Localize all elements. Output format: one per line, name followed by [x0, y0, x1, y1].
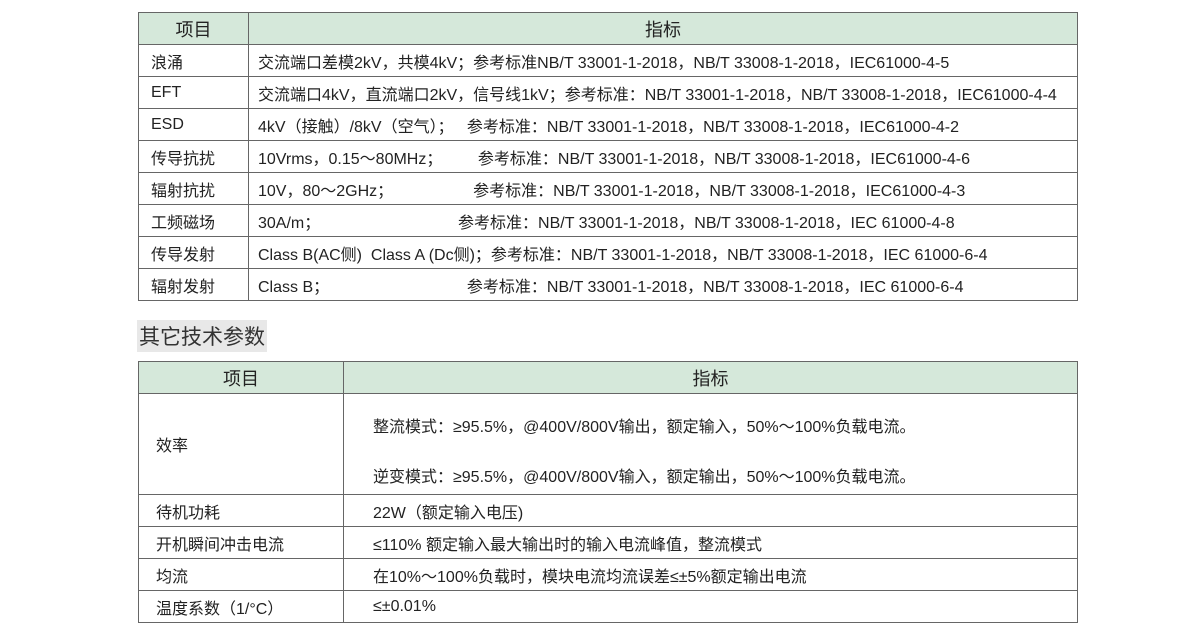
table-row: 传导发射 Class B(AC侧) Class A (Dc侧)；参考标准：NB/T…: [138, 236, 1078, 269]
row-label: EFT: [138, 76, 249, 109]
row-value: 交流端口差模2kV，共模4kV；参考标准NB/T 33001-1-2018，NB…: [248, 44, 1078, 77]
table-row: EFT 交流端口4kV，直流端口2kV，信号线1kV；参考标准：NB/T 3300…: [138, 76, 1078, 109]
header-spec: 指标: [248, 12, 1078, 45]
row-value: Class B； 参考标准：NB/T 33001-1-2018，NB/T 330…: [248, 268, 1078, 301]
row-value: 10V，80～2GHz； 参考标准：NB/T 33001-1-2018，NB/T…: [248, 172, 1078, 205]
section-title: 其它技术参数: [137, 320, 267, 352]
row-value: 10Vrms，0.15～80MHz； 参考标准：NB/T 33001-1-201…: [248, 140, 1078, 173]
row-label: 温度系数（1/°C）: [138, 590, 344, 623]
row-value: 交流端口4kV，直流端口2kV，信号线1kV；参考标准：NB/T 33001-1…: [248, 76, 1078, 109]
row-value: 4kV（接触）/8kV（空气）； 参考标准：NB/T 33001-1-2018，…: [248, 108, 1078, 141]
table-row: 辐射抗扰 10V，80～2GHz； 参考标准：NB/T 33001-1-2018，…: [138, 172, 1078, 205]
row-value: ≤±0.01%: [343, 590, 1078, 623]
emc-table: 项目 指标 浪涌 交流端口差模2kV，共模4kV；参考标准NB/T 33001-1…: [138, 12, 1078, 301]
header-spec: 指标: [343, 361, 1078, 394]
row-label: 待机功耗: [138, 494, 344, 527]
row-label: 传导抗扰: [138, 140, 249, 173]
row-label: ESD: [138, 108, 249, 141]
row-value: Class B(AC侧) Class A (Dc侧)；参考标准：NB/T 330…: [248, 236, 1078, 269]
table-row: 待机功耗 22W（额定输入电压): [138, 494, 1078, 527]
table-row: ESD 4kV（接触）/8kV（空气）； 参考标准：NB/T 33001-1-20…: [138, 108, 1078, 141]
row-label: 辐射抗扰: [138, 172, 249, 205]
table-header-row: 项目 指标: [138, 361, 1078, 394]
table-row: 温度系数（1/°C） ≤±0.01%: [138, 590, 1078, 623]
row-label: 效率: [138, 393, 344, 495]
table-row: 效率 整流模式：≥95.5%，@400V/800V输出，额定输入，50%～100…: [138, 393, 1078, 495]
row-value: ≤110% 额定输入最大输出时的输入电流峰值，整流模式: [343, 526, 1078, 559]
row-label: 传导发射: [138, 236, 249, 269]
row-value: 30A/m； 参考标准：NB/T 33001-1-2018，NB/T 33008…: [248, 204, 1078, 237]
table-row: 辐射发射 Class B； 参考标准：NB/T 33001-1-2018，NB/T…: [138, 268, 1078, 301]
table-row: 开机瞬间冲击电流 ≤110% 额定输入最大输出时的输入电流峰值，整流模式: [138, 526, 1078, 559]
header-item: 项目: [138, 12, 249, 45]
row-value: 在10%～100%负载时，模块电流均流误差≤±5%额定输出电流: [343, 558, 1078, 591]
efficiency-inverter: 逆变模式：≥95.5%，@400V/800V输入，额定输出，50%～100%负载…: [373, 469, 916, 486]
table-row: 均流 在10%～100%负载时，模块电流均流误差≤±5%额定输出电流: [138, 558, 1078, 591]
table-row: 传导抗扰 10Vrms，0.15～80MHz； 参考标准：NB/T 33001-1…: [138, 140, 1078, 173]
row-label: 辐射发射: [138, 268, 249, 301]
row-label: 工频磁场: [138, 204, 249, 237]
header-item: 项目: [138, 361, 344, 394]
table-row: 浪涌 交流端口差模2kV，共模4kV；参考标准NB/T 33001-1-2018，…: [138, 44, 1078, 77]
row-label: 开机瞬间冲击电流: [138, 526, 344, 559]
row-value: 22W（额定输入电压): [343, 494, 1078, 527]
row-label: 均流: [138, 558, 344, 591]
row-label: 浪涌: [138, 44, 249, 77]
efficiency-rectifier: 整流模式：≥95.5%，@400V/800V输出，额定输入，50%～100%负载…: [373, 419, 916, 436]
table-header-row: 项目 指标: [138, 12, 1078, 45]
table-row: 工频磁场 30A/m； 参考标准：NB/T 33001-1-2018，NB/T 3…: [138, 204, 1078, 237]
